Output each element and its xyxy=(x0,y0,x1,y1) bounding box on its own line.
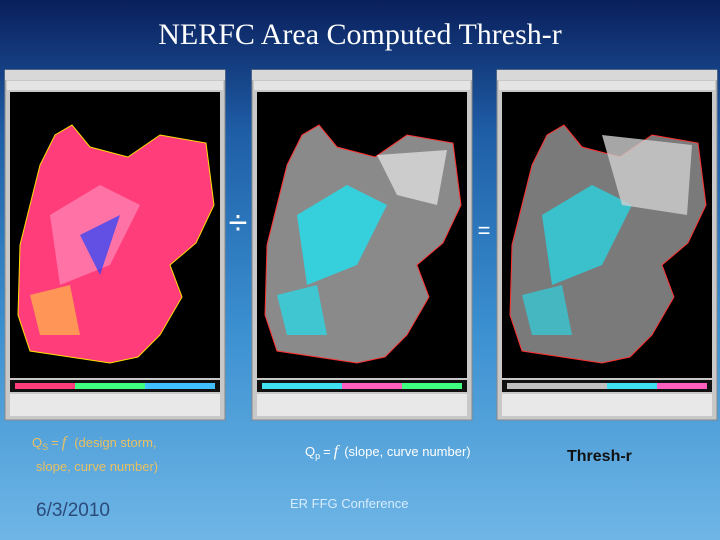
function: f xyxy=(62,434,69,451)
args: (slope, curve number) xyxy=(344,444,470,459)
footer-date: 6/3/2010 xyxy=(36,500,110,521)
subscript: p xyxy=(315,451,320,461)
footer-event: ER FFG Conference xyxy=(290,496,409,511)
operator-equals: = xyxy=(478,218,491,243)
slide-title: NERFC Area Computed Thresh-r xyxy=(158,18,562,51)
args: (design storm, xyxy=(74,435,156,450)
equals: = xyxy=(323,444,331,459)
symbol: Q xyxy=(32,435,42,450)
subscript: S xyxy=(42,442,48,452)
symbol: Q xyxy=(305,444,315,459)
caption-thresh-r: Thresh-r xyxy=(567,448,632,465)
equals: = xyxy=(51,435,59,450)
window-qp xyxy=(251,69,473,421)
caption-qp: Qp = f (slope, curve number) xyxy=(305,443,471,461)
window-qs xyxy=(4,69,226,421)
caption-qs-line2: slope, curve number) xyxy=(36,459,158,474)
caption-qs: QS = f (design storm, xyxy=(32,434,157,452)
window-thresh-r xyxy=(496,69,718,421)
operator-divide: ÷ xyxy=(229,204,248,242)
function: f xyxy=(334,443,341,460)
